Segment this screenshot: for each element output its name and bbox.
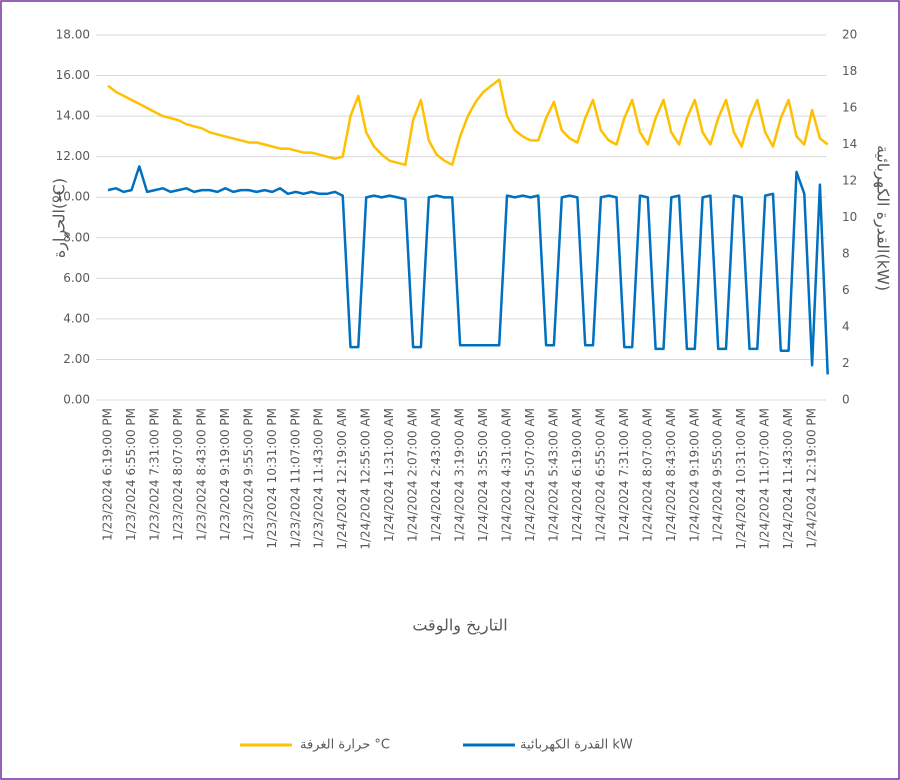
- x-tick-label: 1/24/2024 5:43:00 AM: [546, 408, 560, 542]
- x-tick-label: 1/23/2024 9:55:00 PM: [241, 408, 255, 541]
- y2-tick-label: 4: [842, 320, 850, 334]
- x-tick-label: 1/23/2024 11:43:00 PM: [312, 408, 326, 549]
- x-tick-label: 1/24/2024 1:31:00 AM: [382, 408, 396, 542]
- y2-tick-label: 16: [842, 101, 857, 115]
- x-tick-label: 1/23/2024 11:07:00 PM: [288, 408, 302, 549]
- x-tick-label: 1/24/2024 12:19:00 PM: [805, 408, 819, 549]
- y-tick-label: 16.00: [56, 68, 90, 82]
- y-axis-title: الحرارة(ºC): [50, 178, 70, 258]
- y-tick-label: 18.00: [56, 28, 90, 42]
- series-line: [107, 165, 829, 375]
- y2-tick-label: 20: [842, 28, 857, 42]
- x-tick-label: 1/24/2024 11:43:00 AM: [781, 408, 795, 550]
- y-tick-label: 14.00: [56, 109, 90, 123]
- x-tick-label: 1/24/2024 5:07:00 AM: [523, 408, 537, 542]
- x-tick-label: 1/24/2024 12:19:00 AM: [335, 408, 349, 550]
- x-tick-label: 1/24/2024 9:19:00 AM: [687, 408, 701, 542]
- legend-label: حرارة الغرفة °C: [300, 738, 390, 753]
- y-tick-label: 8.00: [63, 230, 90, 244]
- x-tick-label: 1/24/2024 2:43:00 AM: [429, 408, 443, 542]
- y2-tick-label: 0: [842, 393, 850, 407]
- x-tick-label: 1/23/2024 6:55:00 PM: [124, 408, 138, 541]
- x-tick-label: 1/23/2024 10:31:00 PM: [265, 408, 279, 549]
- y2-tick-label: 6: [842, 283, 850, 297]
- x-tick-label: 1/23/2024 7:31:00 PM: [147, 408, 161, 541]
- y2-tick-label: 2: [842, 356, 850, 370]
- x-tick-label: 1/23/2024 6:19:00 PM: [101, 408, 115, 541]
- x-tick-label: 1/24/2024 12:55:00 AM: [359, 408, 373, 550]
- x-tick-label: 1/23/2024 8:07:00 PM: [171, 408, 185, 541]
- x-tick-label: 1/24/2024 11:07:00 AM: [758, 408, 772, 550]
- legend-label: القدرة الكهربائية kW: [520, 738, 633, 753]
- x-tick-label: 1/24/2024 8:43:00 AM: [664, 408, 678, 542]
- x-tick-label: 1/24/2024 6:55:00 AM: [593, 408, 607, 542]
- y-tick-label: 6.00: [63, 271, 90, 285]
- x-tick-label: 1/24/2024 2:07:00 AM: [406, 408, 420, 542]
- y2-tick-label: 8: [842, 247, 850, 261]
- x-tick-label: 1/24/2024 4:31:00 AM: [499, 408, 513, 542]
- y-tick-label: 10.00: [56, 190, 90, 204]
- y2-tick-label: 10: [842, 210, 857, 224]
- y2-axis-title: القدرة الكهربائية(kW): [873, 145, 893, 291]
- y2-tick-label: 12: [842, 174, 857, 188]
- x-tick-label: 1/24/2024 8:07:00 AM: [640, 408, 654, 542]
- x-axis-title: التاريخ والوقت: [412, 616, 507, 636]
- x-tick-label: 1/24/2024 10:31:00 AM: [734, 408, 748, 550]
- x-tick-label: 1/23/2024 8:43:00 PM: [194, 408, 208, 541]
- x-tick-label: 1/24/2024 3:55:00 AM: [476, 408, 490, 542]
- y-tick-label: 4.00: [63, 311, 90, 325]
- x-tick-label: 1/24/2024 7:31:00 AM: [617, 408, 631, 542]
- y2-tick-label: 14: [842, 137, 857, 151]
- y-tick-label: 2.00: [63, 352, 90, 366]
- x-tick-label: 1/24/2024 9:55:00 AM: [711, 408, 725, 542]
- x-tick-label: 1/24/2024 3:19:00 AM: [453, 408, 467, 542]
- x-tick-label: 1/24/2024 6:19:00 AM: [570, 408, 584, 542]
- y2-tick-label: 18: [842, 64, 857, 78]
- series-line: [107, 78, 829, 167]
- x-tick-label: 1/23/2024 9:19:00 PM: [218, 408, 232, 541]
- y-tick-label: 12.00: [56, 149, 90, 163]
- y-tick-label: 0.00: [63, 393, 90, 407]
